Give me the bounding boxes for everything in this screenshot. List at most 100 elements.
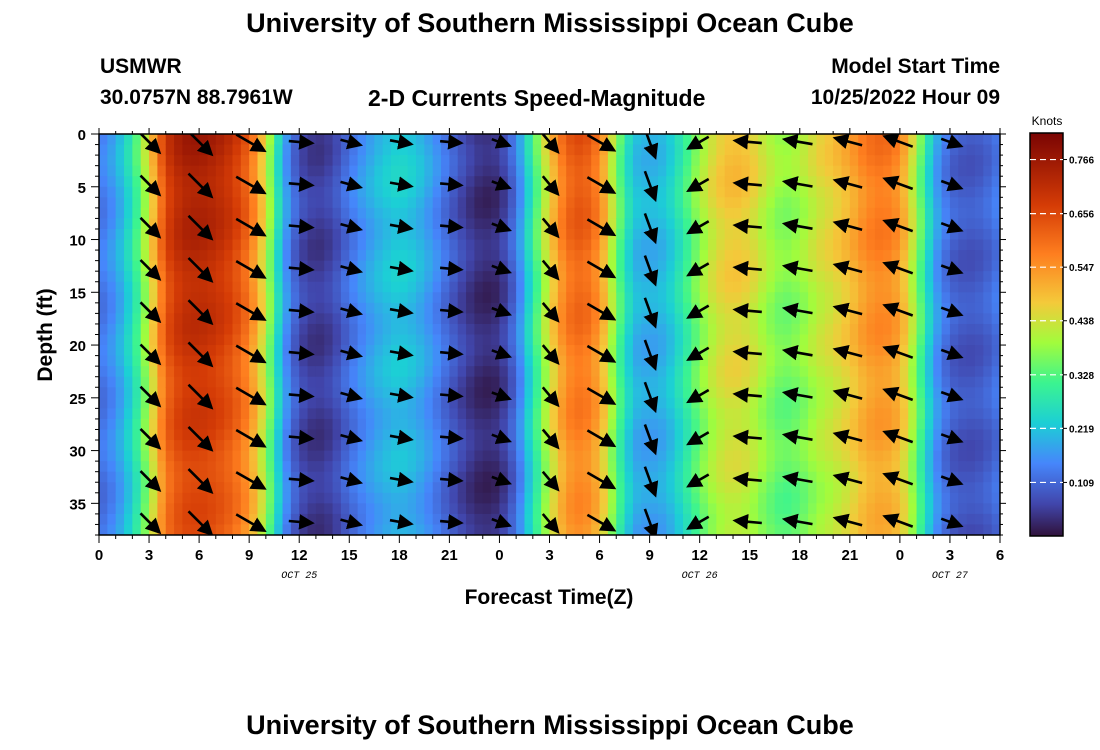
heat-cell: [157, 513, 167, 526]
heat-cell: [557, 313, 567, 325]
current-vector-arrow: [187, 299, 214, 326]
heat-cell: [399, 376, 409, 388]
heat-cell: [866, 239, 876, 251]
heat-cell: [390, 376, 400, 388]
heat-cell: [315, 429, 325, 441]
heat-cell: [716, 218, 726, 230]
heat-cell: [682, 503, 692, 515]
heat-cell: [891, 239, 901, 251]
heat-cell: [774, 513, 784, 526]
heat-cell: [240, 334, 250, 346]
heat-cell: [107, 155, 117, 167]
heat-cell: [282, 239, 292, 251]
heat-cell: [199, 260, 209, 272]
heat-cell: [824, 482, 834, 494]
heat-cell: [432, 239, 442, 251]
heat-cell: [340, 218, 350, 230]
heat-cell: [833, 482, 843, 494]
heat-cell: [399, 503, 409, 515]
heat-cell: [941, 313, 951, 325]
heat-cell: [616, 197, 626, 209]
heat-cell: [624, 450, 634, 462]
heat-cell: [232, 397, 242, 409]
heat-cell: [249, 366, 259, 378]
heat-cell: [299, 524, 309, 535]
heat-cell: [783, 323, 793, 336]
heat-cell: [274, 503, 284, 515]
heat-cell: [507, 323, 517, 336]
heat-cell: [958, 207, 968, 220]
heat-cell: [199, 513, 209, 526]
heat-cell: [883, 376, 893, 388]
heat-cell: [799, 155, 809, 167]
heat-cell: [157, 397, 167, 409]
heat-cell: [716, 207, 726, 220]
heat-cell: [432, 418, 442, 431]
heat-cell: [499, 197, 509, 209]
heat-cell: [107, 228, 117, 241]
heat-cell: [516, 197, 526, 209]
heat-cell: [632, 461, 642, 473]
heat-cell: [165, 239, 175, 251]
heat-cell: [265, 482, 275, 494]
heat-cell: [666, 260, 676, 272]
heat-cell: [399, 207, 409, 220]
heat-cell: [899, 207, 909, 220]
heat-cell: [883, 197, 893, 209]
heat-cell: [340, 271, 350, 283]
heat-cell: [716, 376, 726, 388]
heat-cell: [299, 239, 309, 251]
heat-cell: [165, 292, 175, 304]
heat-cell: [858, 492, 868, 504]
heat-cell: [532, 302, 542, 314]
heat-cell: [532, 250, 542, 262]
heat-cell: [449, 144, 459, 156]
heat-cell: [382, 323, 392, 336]
heat-cell: [866, 271, 876, 283]
heat-cell: [382, 155, 392, 167]
heat-cell: [491, 271, 501, 283]
heat-cell: [132, 134, 142, 146]
heat-cell: [566, 440, 576, 452]
heat-cell: [140, 292, 150, 304]
heat-cell: [899, 302, 909, 314]
heat-cell: [240, 366, 250, 378]
heat-cell: [466, 250, 476, 262]
heat-cell: [916, 513, 926, 526]
heat-cell: [315, 397, 325, 409]
heat-cell: [824, 408, 834, 420]
heat-cell: [666, 355, 676, 367]
heat-cell: [632, 165, 642, 177]
heat-cell: [741, 323, 751, 336]
heat-cell: [332, 144, 342, 156]
x-tick-label: 3: [946, 547, 954, 564]
heat-cell: [482, 260, 492, 272]
heat-cell: [390, 440, 400, 452]
heat-cell: [282, 186, 292, 198]
heat-cell: [849, 513, 859, 526]
heat-cell: [808, 239, 818, 251]
heat-cell: [933, 408, 943, 420]
heat-cell: [332, 323, 342, 336]
heat-cell: [849, 228, 859, 241]
heat-cell: [866, 155, 876, 167]
heat-cell: [941, 281, 951, 293]
heat-cell: [866, 134, 876, 146]
heat-cell: [899, 366, 909, 378]
heat-cell: [582, 239, 592, 251]
current-vector-arrow: [389, 514, 414, 530]
heat-cell: [607, 260, 617, 272]
heat-cell: [666, 408, 676, 420]
heat-cell: [416, 302, 425, 314]
heat-cell: [174, 524, 184, 535]
heat-cell: [315, 323, 325, 336]
heat-cell: [466, 302, 476, 314]
heat-cell: [666, 461, 676, 473]
current-vector-arrow: [189, 134, 214, 157]
heat-cell: [924, 271, 934, 283]
heat-cell: [466, 271, 476, 283]
heat-cell: [758, 228, 767, 241]
heat-cell: [240, 155, 250, 167]
heat-cell: [699, 334, 709, 346]
heat-cell: [349, 376, 359, 388]
